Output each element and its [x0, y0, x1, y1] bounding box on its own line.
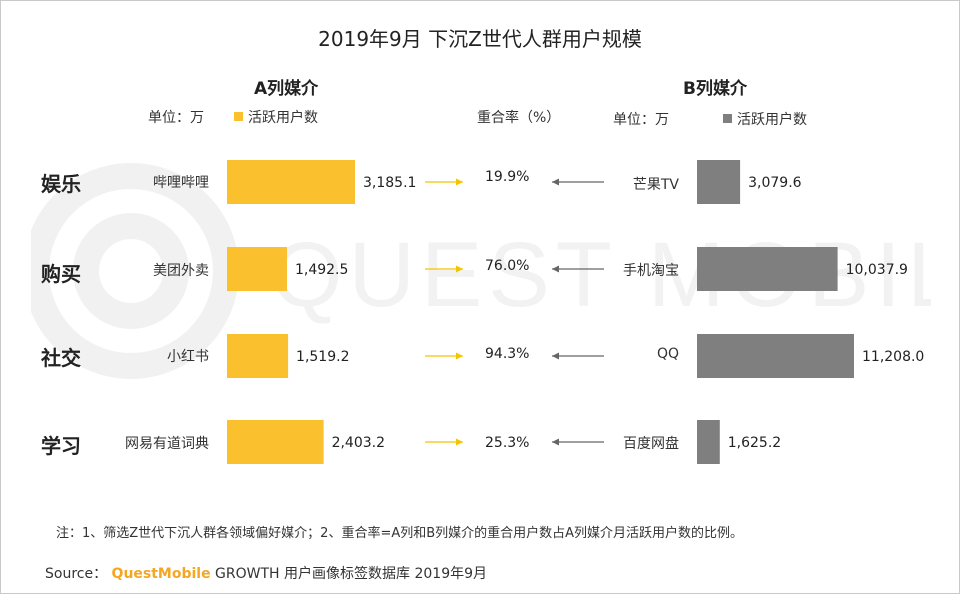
bar-b-value-label: 11,208.0 [862, 349, 924, 365]
media-a-label: 美团外卖 [153, 263, 209, 279]
bar-a [227, 160, 355, 204]
media-a-label: 小红书 [167, 349, 209, 365]
category-label: 购买 [41, 262, 81, 286]
questmobile-logo-text: QuestMobile [111, 566, 211, 582]
group-a-header: A列媒介 [254, 79, 319, 99]
bar-a [227, 420, 324, 464]
source-prefix: Source： [45, 566, 108, 582]
overlap-rate: 19.9% [485, 169, 530, 185]
bar-b [697, 247, 838, 291]
source-rest: GROWTH 用户画像标签数据库 2019年9月 [210, 566, 488, 582]
arrow-right-icon [425, 352, 463, 360]
bar-a-value-label: 2,403.2 [332, 435, 385, 451]
media-a-label: 网易有道词典 [125, 436, 209, 452]
media-b-label: QQ [656, 346, 679, 362]
arrow-left-icon [552, 438, 604, 446]
overlap-rate: 25.3% [485, 435, 530, 451]
bar-b [697, 420, 720, 464]
group-a-unit-label: 单位：万 [148, 110, 204, 126]
bar-b-value-label: 1,625.2 [728, 435, 781, 451]
arrow-left-icon [552, 265, 604, 273]
group-a-legend-label: 活跃用户数 [248, 110, 318, 126]
group-b-legend: 活跃用户数 [723, 109, 807, 129]
bar-a [227, 334, 289, 378]
media-a-label: 哔哩哔哩 [153, 175, 209, 191]
bar-a-value-label: 1,492.5 [295, 262, 348, 278]
arrow-left-icon [552, 352, 604, 360]
group-b-header: B列媒介 [683, 79, 747, 99]
source-line: Source： QuestMobile GROWTH 用户画像标签数据库 201… [45, 563, 487, 583]
arrow-right-icon [425, 265, 463, 273]
group-a-legend: 活跃用户数 [234, 107, 318, 127]
arrow-right-icon [425, 178, 463, 186]
bar-b [697, 160, 741, 204]
category-label: 学习 [41, 434, 81, 458]
category-label: 社交 [41, 346, 81, 370]
bar-a-value-label: 3,185.1 [363, 175, 416, 191]
media-b-label: 百度网盘 [623, 436, 679, 452]
bar-b-value-label: 3,079.6 [748, 175, 802, 191]
category-label: 娱乐 [41, 172, 81, 196]
overlap-rate: 94.3% [485, 346, 530, 362]
bar-a-value-label: 1,519.2 [296, 349, 349, 365]
chart-title: 2019年9月 下沉Z世代人群用户规模 [318, 27, 642, 51]
arrow-right-icon [425, 438, 463, 446]
bar-a [227, 247, 287, 291]
media-b-label: 手机淘宝 [623, 263, 679, 279]
group-b-legend-label: 活跃用户数 [737, 112, 807, 128]
legend-swatch-b [723, 114, 732, 123]
media-b-label: 芒果TV [632, 177, 679, 193]
overlap-header: 重合率（%） [477, 110, 561, 126]
group-b-unit-label: 单位：万 [613, 112, 669, 128]
arrow-left-icon [552, 178, 604, 186]
bar-b [697, 334, 854, 378]
overlap-rate: 76.0% [485, 258, 530, 274]
legend-swatch-a [234, 112, 243, 121]
footnote: 注：1、筛选Z世代下沉人群各领域偏好媒介；2、重合率=A列和B列媒介的重合用户数… [56, 526, 744, 541]
bar-b-value-label: 10,037.9 [846, 262, 908, 278]
